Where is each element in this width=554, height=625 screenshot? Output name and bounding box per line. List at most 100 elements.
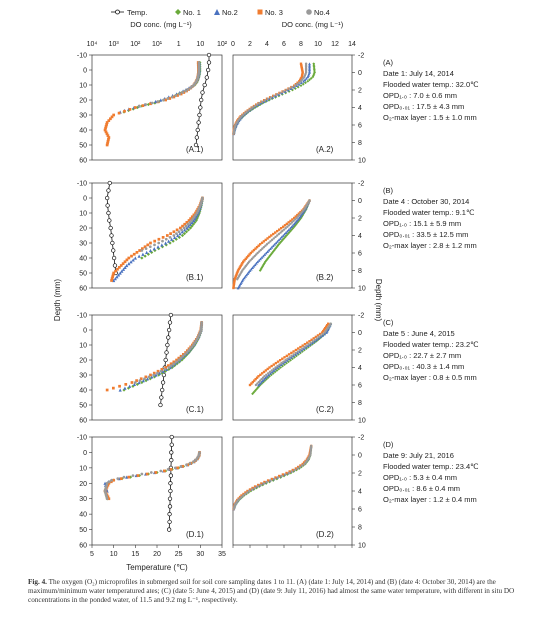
point-no4 xyxy=(181,91,184,94)
point-no2 xyxy=(187,224,191,228)
point-no4 xyxy=(261,247,264,250)
point-no1 xyxy=(146,102,150,107)
point-no4 xyxy=(288,356,291,359)
point-no4 xyxy=(290,221,294,224)
depth-tick-label: 2 xyxy=(358,348,362,355)
point-no3 xyxy=(266,367,269,371)
point-no3 xyxy=(149,373,152,377)
point-no3 xyxy=(177,356,181,360)
point-no2 xyxy=(180,230,184,234)
point-no1 xyxy=(261,483,265,487)
depth-tick-label: -2 xyxy=(358,313,364,320)
point-no2 xyxy=(271,95,275,99)
point-no4 xyxy=(253,254,257,258)
point-no4 xyxy=(166,97,170,100)
point-no3 xyxy=(145,472,149,476)
point-no3 xyxy=(118,384,121,388)
depth-tick-label: 40 xyxy=(79,512,87,519)
point-no1 xyxy=(295,468,298,472)
point-no4 xyxy=(268,370,272,374)
point-no3 xyxy=(232,282,236,285)
point-no3 xyxy=(103,128,107,132)
depth-tick-label: 6 xyxy=(358,507,362,514)
temp-tick-label: 20 xyxy=(153,551,161,558)
depth-tick-label: -2 xyxy=(358,435,364,442)
point-no4 xyxy=(181,354,185,358)
point-no3 xyxy=(259,373,262,376)
point-no2 xyxy=(308,63,311,67)
point-no3 xyxy=(262,240,266,243)
point-no3 xyxy=(248,488,252,491)
point-no4 xyxy=(256,485,259,488)
depth-tick-label: -10 xyxy=(77,435,87,442)
point-no4 xyxy=(296,350,300,353)
panel-label-left: (C.1) xyxy=(186,405,204,414)
point-no3 xyxy=(233,280,236,284)
point-no4 xyxy=(190,219,194,222)
point-no2 xyxy=(302,347,306,350)
point-no3 xyxy=(254,247,257,250)
point-no4 xyxy=(177,358,181,362)
point-no4 xyxy=(280,474,283,478)
point-no4 xyxy=(184,224,188,228)
point-no1 xyxy=(299,216,303,220)
point-no1 xyxy=(182,232,187,236)
depth-tick-label: 10 xyxy=(358,158,366,165)
point-no2 xyxy=(291,354,295,358)
point-no3 xyxy=(306,341,309,344)
point-no4 xyxy=(260,377,263,381)
point-no3 xyxy=(257,244,260,247)
point-no2 xyxy=(260,255,264,259)
log-tick-label: 10³ xyxy=(109,41,120,48)
lin-tick-label: 2 xyxy=(248,41,252,48)
point-no2 xyxy=(274,241,278,245)
point-no2 xyxy=(297,82,301,86)
point-no2 xyxy=(257,258,261,262)
temperature-point xyxy=(163,357,168,363)
lin-tick-label: 8 xyxy=(299,41,303,48)
point-no2 xyxy=(254,261,258,265)
point-no4 xyxy=(197,61,201,64)
depth-tick-label: 40 xyxy=(79,128,87,135)
point-no2 xyxy=(131,258,135,262)
point-no4 xyxy=(263,375,266,378)
info-line: OPD₀.₀₁ : 17.5 ± 4.3 mm xyxy=(383,102,464,111)
point-no4 xyxy=(272,367,275,371)
point-no3 xyxy=(299,464,302,467)
point-no2 xyxy=(298,350,302,353)
depth-tick-label: 20 xyxy=(79,358,87,365)
point-no1 xyxy=(282,237,286,240)
point-no1 xyxy=(312,74,315,77)
point-no4 xyxy=(131,474,135,477)
point-no3 xyxy=(234,276,237,279)
depth-tick-label: 4 xyxy=(358,365,362,372)
point-no3 xyxy=(324,326,327,330)
point-no2 xyxy=(157,371,162,375)
point-no1 xyxy=(282,474,286,478)
point-no4 xyxy=(290,354,293,358)
point-no3 xyxy=(133,106,137,109)
point-no4 xyxy=(172,362,176,366)
point-no3 xyxy=(107,497,111,501)
point-no1 xyxy=(269,253,273,256)
point-no4 xyxy=(238,497,241,500)
point-no1 xyxy=(261,101,265,105)
point-no3 xyxy=(232,286,235,290)
point-no3 xyxy=(272,363,275,366)
point-no3 xyxy=(300,68,304,71)
point-no2 xyxy=(192,218,196,223)
info-line: Date 1: July 14, 2014 xyxy=(383,69,454,78)
info-line: Flooded water temp.: 9.1℃ xyxy=(383,208,475,217)
panel-C.1-log: -10 0 10 20 30 40 50 60 (C.1) xyxy=(77,313,223,425)
point-no4 xyxy=(232,507,235,511)
temperature-point xyxy=(110,240,115,246)
depth-tick-label: 0 xyxy=(358,453,362,460)
point-no1 xyxy=(135,105,140,110)
point-no3 xyxy=(250,382,253,385)
point-no4 xyxy=(260,100,264,103)
depth-tick-label: 8 xyxy=(358,140,362,147)
depth-tick-label: 30 xyxy=(79,113,87,120)
point-no3 xyxy=(110,115,114,119)
point-no4 xyxy=(166,468,170,471)
info-line: O₂-max layer : 2.8 ± 1.2 mm xyxy=(383,241,477,250)
